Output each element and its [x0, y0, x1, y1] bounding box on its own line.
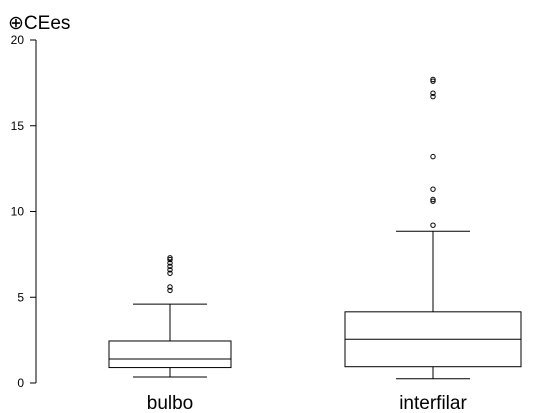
- outlier-point: [167, 256, 173, 263]
- y-tick-label: 5: [17, 290, 24, 304]
- outlier-point: [430, 78, 436, 84]
- y-axis-label: ⊕CEes: [8, 13, 70, 34]
- outlier-point: [167, 260, 173, 266]
- box-group-interfilar: [344, 76, 522, 380]
- y-tick-label: 20: [11, 33, 25, 47]
- iqr-box: [108, 340, 232, 369]
- x-tick-label: bulbo: [147, 393, 194, 413]
- outlier-point: [167, 267, 173, 273]
- outlier-point: [430, 186, 436, 192]
- outlier-point: [430, 93, 436, 100]
- outlier-point: [430, 198, 436, 204]
- outlier-point: [167, 287, 173, 294]
- outlier-point: [167, 255, 173, 261]
- outlier-point: [167, 270, 173, 276]
- outlier-point: [430, 153, 436, 160]
- y-tick-label: 10: [11, 205, 25, 219]
- outlier-point: [430, 196, 436, 203]
- box-group-bulbo: [108, 255, 232, 378]
- outlier-point: [430, 90, 436, 96]
- outlier-point: [430, 76, 436, 83]
- outlier-point: [167, 263, 173, 270]
- outlier-point: [167, 284, 173, 290]
- x-axis-labels: bulbo interfilar: [147, 393, 468, 413]
- x-tick-label: interfilar: [399, 393, 467, 413]
- boxes: [108, 76, 522, 380]
- y-tick-label: 0: [17, 376, 24, 390]
- y-tick-label: 15: [11, 119, 25, 133]
- outlier-point: [430, 222, 436, 228]
- y-axis: 0 5 10 15 20: [11, 33, 37, 390]
